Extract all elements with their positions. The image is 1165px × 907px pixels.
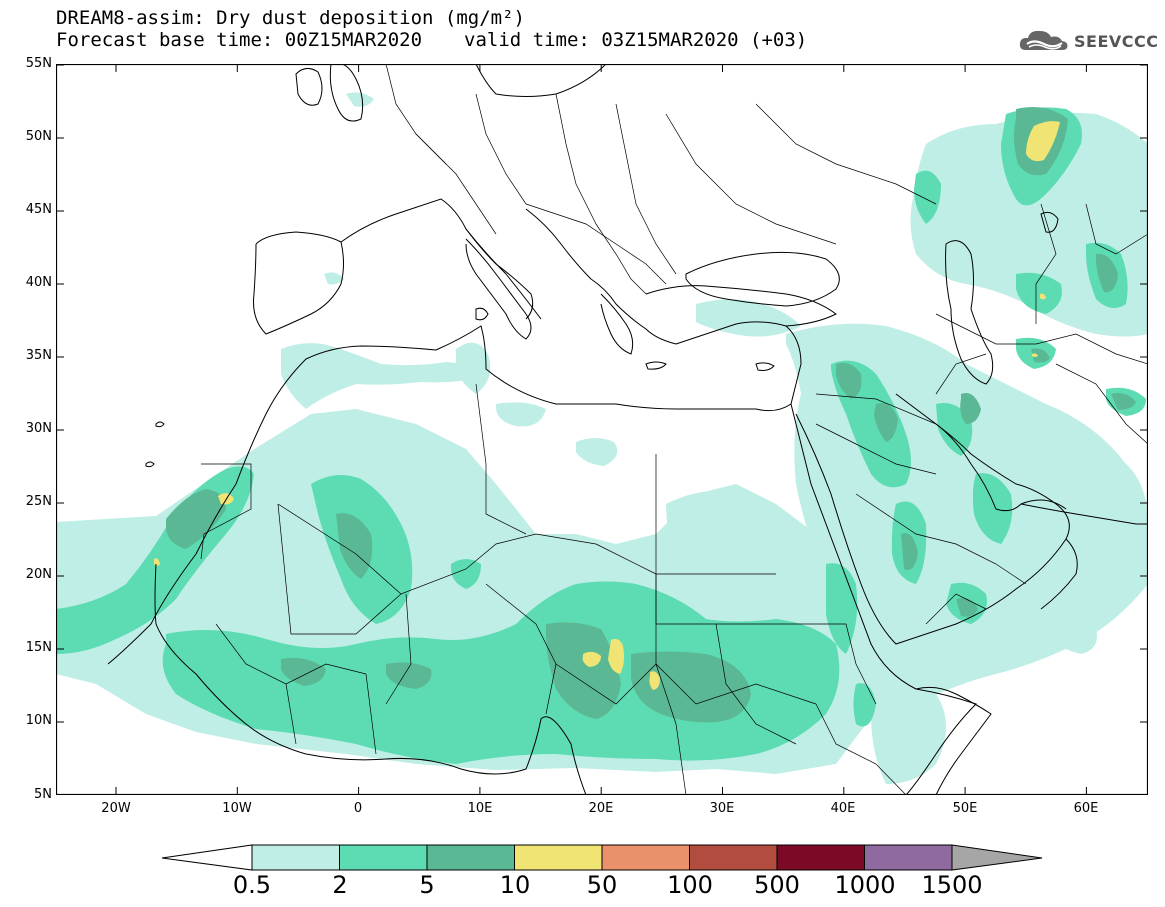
lon-label: 10E	[467, 801, 493, 816]
lon-label: 0	[353, 801, 363, 816]
lon-label: 40E	[830, 801, 856, 816]
colorbar-label: 10	[499, 871, 531, 899]
lat-label: 35N	[25, 348, 52, 363]
colorbar-box	[514, 844, 603, 871]
lat-label: 15N	[25, 640, 52, 655]
colorbar-box	[689, 844, 778, 871]
colorbar-box	[776, 844, 865, 871]
lat-label: 10N	[25, 713, 52, 728]
colorbar-box	[426, 844, 515, 871]
colorbar-label: 0.5	[232, 871, 272, 899]
lon-label: 10W	[222, 801, 252, 816]
lon-label: 50E	[952, 801, 978, 816]
map-title: DREAM8-assim: Dry dust deposition (mg/m²…	[56, 7, 525, 29]
colorbar-box	[339, 844, 428, 871]
lon-label: 60E	[1073, 801, 1099, 816]
colorbar-label: 500	[754, 871, 800, 899]
colorbar-label: 5	[419, 871, 435, 899]
lat-label: 45N	[25, 202, 52, 217]
colorbar-label: 100	[667, 871, 713, 899]
lat-label: 50N	[25, 129, 52, 144]
colorbar-label: 1500	[921, 871, 983, 899]
colorbar-label: 1000	[834, 871, 896, 899]
lat-ticks	[56, 64, 1148, 795]
cloud-icon	[1019, 30, 1068, 50]
colorbar-under-arrow	[161, 844, 253, 871]
map-subtitle: Forecast base time: 00Z15MAR2020 valid ti…	[56, 30, 807, 50]
colorbar	[161, 844, 1043, 871]
country-borders	[200, 64, 1148, 795]
lat-label: 5N	[34, 787, 52, 802]
lat-label: 30N	[25, 421, 52, 436]
seevccc-logo: SEEVCCC	[1018, 28, 1159, 54]
lat-label: 55N	[25, 56, 52, 71]
colorbar-box	[251, 844, 340, 871]
dust-map	[56, 64, 1148, 795]
colorbar-label: 50	[586, 871, 618, 899]
colorbar-label: 2	[332, 871, 348, 899]
lat-label: 20N	[25, 567, 52, 582]
lat-label: 25N	[25, 494, 52, 509]
deposition-level-10	[154, 121, 1060, 690]
colorbar-box	[601, 844, 690, 871]
valid-time: valid time: 03Z15MAR2020 (+03)	[464, 29, 808, 51]
colorbar-over-arrow	[951, 844, 1043, 871]
lon-ticks	[115, 64, 1087, 795]
logo-text: SEEVCCC	[1074, 31, 1159, 51]
colorbar-box	[864, 844, 953, 871]
lat-label: 40N	[25, 275, 52, 290]
lon-label: 30E	[709, 801, 735, 816]
lon-label: 20W	[101, 801, 131, 816]
lon-label: 20E	[588, 801, 614, 816]
base-time: Forecast base time: 00Z15MAR2020	[56, 29, 423, 51]
